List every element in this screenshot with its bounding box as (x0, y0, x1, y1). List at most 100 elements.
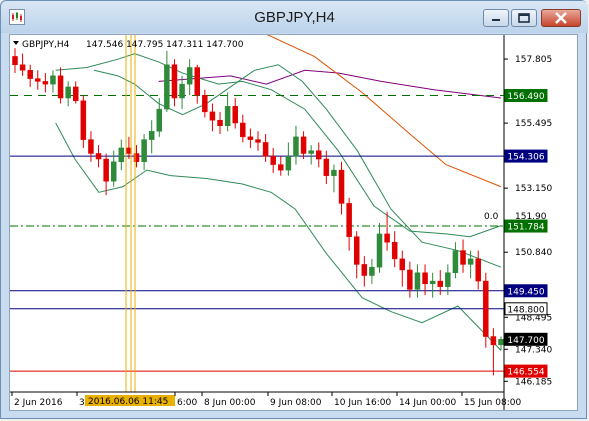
candle-body[interactable] (50, 75, 56, 85)
candle-body[interactable] (316, 150, 322, 160)
ohlc-values: 147.546 147.795 147.311 147.700 (86, 40, 244, 50)
candle-body[interactable] (171, 64, 178, 99)
candle-body[interactable] (186, 67, 193, 85)
time-tick-label: 2 Jun 2016 (14, 398, 63, 408)
candle-body[interactable] (300, 136, 307, 154)
candle-body[interactable] (95, 153, 102, 160)
level-price-tag (504, 284, 548, 298)
candle-body[interactable] (156, 108, 163, 132)
candle-body[interactable] (285, 156, 292, 171)
time-tick-label: 6:00 (177, 398, 197, 408)
candle-body[interactable] (19, 64, 26, 71)
fibo-level-label: 0.0 (484, 212, 499, 222)
candle-body[interactable] (399, 258, 406, 271)
window-title: GBPJPY,H4 (254, 9, 335, 26)
moving-average-slow (158, 69, 502, 99)
candle-body[interactable] (369, 266, 375, 276)
candle-body[interactable] (57, 75, 64, 99)
candle-body[interactable] (278, 164, 284, 171)
candle-body[interactable] (27, 70, 33, 79)
candle-body[interactable] (209, 111, 216, 121)
candle-body[interactable] (361, 264, 368, 276)
candle-body[interactable] (217, 119, 223, 126)
candle-body[interactable] (376, 233, 383, 268)
candle-body[interactable] (331, 169, 337, 176)
candle-body[interactable] (232, 106, 238, 124)
candle-body[interactable] (35, 78, 41, 82)
candle-body[interactable] (73, 86, 79, 102)
candle-body[interactable] (346, 203, 352, 237)
candle-body[interactable] (133, 153, 140, 163)
level-price-tag (504, 364, 548, 378)
candle-body[interactable] (118, 147, 125, 163)
candle-body[interactable] (308, 150, 314, 154)
price-chart[interactable]: 2016.06.06 11:45 157.805 155.495 153.150 15… (10, 35, 577, 410)
candle-body[interactable] (194, 67, 200, 96)
candle-body[interactable] (445, 272, 451, 287)
candle-body[interactable] (262, 142, 269, 157)
level-price-tag (504, 219, 548, 233)
candle-body[interactable] (391, 241, 398, 260)
close-button[interactable] (541, 9, 581, 27)
level-price-tag (504, 302, 548, 316)
candle-body[interactable] (498, 339, 504, 346)
candle-body[interactable] (80, 100, 87, 140)
candle-body[interactable] (224, 106, 231, 126)
candle-body[interactable] (103, 158, 109, 182)
candle-body[interactable] (293, 136, 299, 157)
candle-body[interactable] (460, 250, 466, 265)
level-price-tag (504, 89, 548, 103)
chart-symbol-label: GBPJPY,H4 (22, 40, 70, 50)
candle-body[interactable] (429, 280, 436, 285)
crosshair-time-tag (85, 395, 175, 406)
candle-body[interactable] (141, 139, 147, 163)
candle-body[interactable] (437, 280, 443, 287)
candle-body[interactable] (475, 258, 481, 282)
candle-body[interactable] (148, 131, 155, 140)
level-price-tag-label: 147.700 (507, 336, 544, 346)
maximize-button[interactable] (511, 9, 537, 27)
price-tick-label: 155.495 (515, 119, 552, 129)
candle-body[interactable] (202, 94, 208, 113)
candle-body[interactable] (414, 272, 421, 290)
title-bar[interactable]: GBPJPY,H4 (1, 1, 588, 33)
level-price-tag-label: 146.554 (507, 368, 544, 378)
candle-body[interactable] (452, 250, 459, 273)
level-price-tag (504, 149, 548, 163)
candle-body[interactable] (240, 122, 246, 138)
candle-body[interactable] (65, 86, 71, 99)
level-price-tag-label: 149.450 (507, 287, 544, 297)
candle-body[interactable] (407, 269, 413, 290)
price-tick-label: 147.340 (515, 345, 552, 355)
candle-body[interactable] (12, 56, 18, 65)
candle-body[interactable] (247, 136, 254, 140)
candle-body[interactable] (110, 161, 117, 182)
candle-body[interactable] (42, 81, 49, 85)
candle-body[interactable] (323, 158, 330, 176)
candle-body[interactable] (88, 139, 94, 154)
minimize-button[interactable] (483, 9, 509, 27)
candle-body[interactable] (490, 336, 497, 346)
candle-body[interactable] (255, 139, 261, 143)
price-tick-label: 157.805 (515, 55, 552, 65)
candle-body[interactable] (467, 258, 474, 265)
time-tick-label: 15 Jun 08:00 (464, 398, 521, 408)
candle-body[interactable] (384, 233, 390, 243)
level-price-tag (504, 332, 548, 346)
chart-menu-icon[interactable] (13, 41, 19, 45)
time-tick-label: 9 Jun 08:00 (270, 398, 322, 408)
candle-body[interactable] (179, 83, 185, 99)
time-tick-label: 10 Jun 16:00 (334, 398, 391, 408)
candle-body[interactable] (164, 64, 170, 110)
price-tick-label: 150.840 (515, 248, 552, 258)
fibo-level-price-label: 151.90 (515, 212, 547, 222)
chart-area[interactable]: 2016.06.06 11:45 157.805 155.495 153.150 15… (9, 34, 578, 411)
price-tick-label: 153.150 (515, 184, 552, 194)
candle-body[interactable] (422, 272, 428, 285)
candle-body[interactable] (483, 280, 489, 337)
candle-body[interactable] (270, 156, 276, 165)
candle-body[interactable] (353, 236, 360, 265)
level-price-tag-label: 148.800 (507, 305, 544, 315)
candle-body[interactable] (338, 169, 345, 204)
bollinger-lower-band (55, 122, 502, 351)
